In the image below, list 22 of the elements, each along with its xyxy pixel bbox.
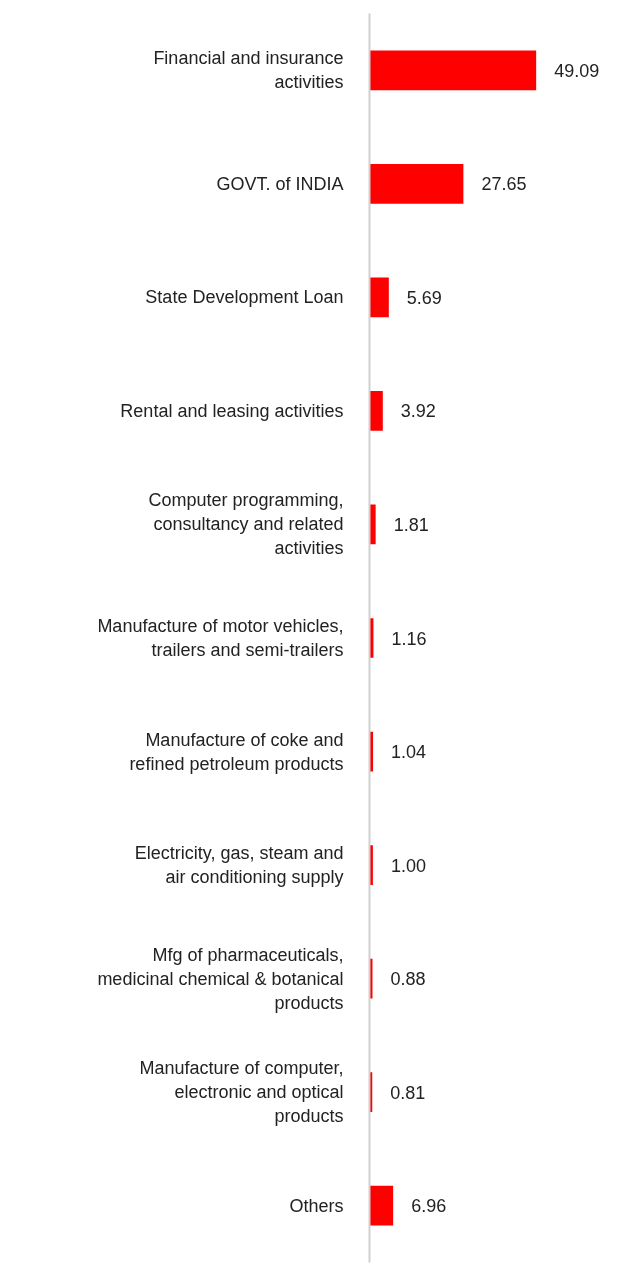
y-tick-label: Manufacture of computer, electronic and optical products [139, 1058, 344, 1127]
data-label: 3.92 [400, 401, 436, 422]
data-label: 1.16 [391, 628, 427, 649]
y-tick-label: GOVT. of INDIA [216, 173, 344, 194]
y-tick-label: Financial and insurance activities [153, 48, 344, 93]
y-tick-label: Computer programming, consultancy and related activities [148, 490, 344, 559]
data-label: 49.09 [554, 60, 600, 81]
data-label: 5.69 [406, 287, 442, 308]
y-tick-label: Mfg of pharmaceuticals, medicinal chemical & botanical products [97, 944, 344, 1013]
y-tick-label: Rental and leasing activities [120, 400, 344, 421]
data-label: 1.81 [393, 514, 429, 535]
data-label: 0.81 [390, 1082, 426, 1103]
data-label: 1.00 [390, 855, 426, 876]
y-tick-label: State Development Loan [145, 287, 344, 308]
y-tick-label: Manufacture of motor vehicles, trailers and semi-trailers [97, 616, 344, 660]
y-tick-label: Electricity, gas, steam and air conditioning supply [134, 843, 344, 888]
y-tick-label: Others [289, 1195, 344, 1216]
data-label: 1.04 [391, 742, 427, 763]
data-label: 6.96 [411, 1196, 447, 1217]
y-tick-label: Manufacture of coke and refined petroleum products [129, 729, 344, 774]
data-label: 27.65 [481, 174, 527, 195]
data-label: 0.88 [390, 969, 426, 990]
